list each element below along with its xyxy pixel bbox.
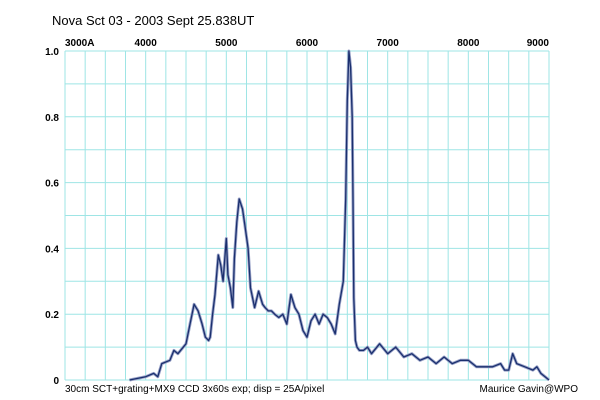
y-tick-label: 0.8 — [45, 113, 59, 124]
spectrum-line — [129, 50, 550, 381]
y-tick-label: 0.4 — [45, 244, 59, 255]
x-tick-label: 4000 — [135, 38, 158, 49]
x-tick-label: 6000 — [296, 38, 319, 49]
x-axis-ticks: 3000A 4000 5000 6000 7000 8000 9000 — [65, 38, 549, 49]
y-axis-ticks: 1.0 0.8 0.6 0.4 0.2 0 — [45, 47, 59, 387]
plot-area — [129, 49, 550, 382]
y-tick-label: 1.0 — [45, 47, 59, 58]
x-tick-label: 5000 — [215, 38, 238, 49]
x-tick-label: 9000 — [527, 38, 550, 49]
y-tick-label: 0.6 — [45, 179, 59, 190]
footer-credit: Maurice Gavin@WPO — [479, 384, 578, 395]
x-tick-label: 8000 — [457, 38, 480, 49]
chart-title: Nova Sct 03 - 2003 Sept 25.838UT — [52, 13, 254, 28]
x-tick-label: 7000 — [377, 38, 400, 49]
y-tick-label: 0 — [53, 376, 59, 387]
footer-instrument-note: 30cm SCT+grating+MX9 CCD 3x60s exp; disp… — [65, 384, 324, 395]
y-tick-label: 0.2 — [45, 310, 59, 321]
x-tick-label: 3000A — [65, 38, 94, 49]
grid — [64, 50, 550, 381]
